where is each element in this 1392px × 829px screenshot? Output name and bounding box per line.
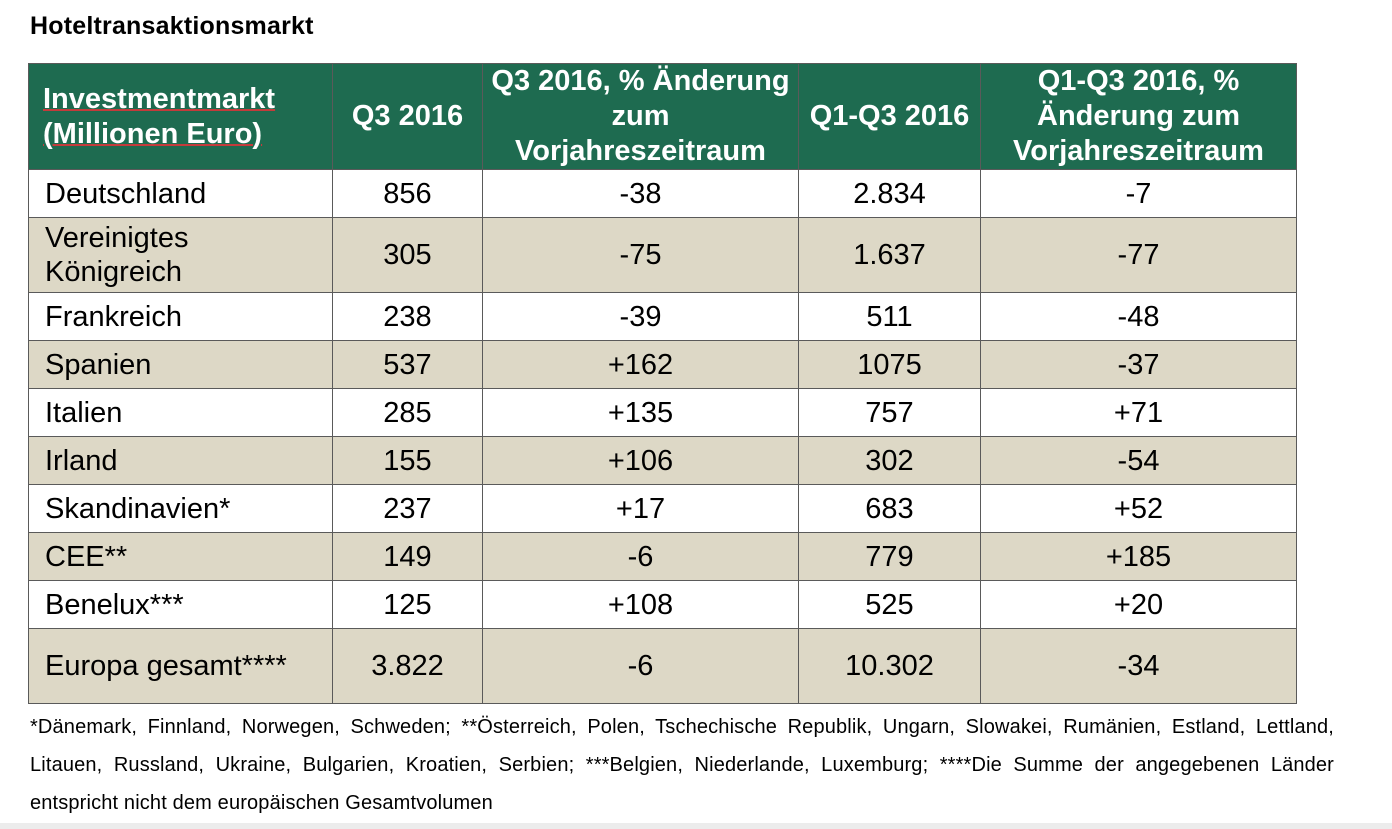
header-q3-2016: Q3 2016 <box>332 63 483 170</box>
cell-q1q3-change: -48 <box>980 292 1297 341</box>
cell-q1q3-change: -54 <box>980 436 1297 485</box>
cell-q1q3-change: -77 <box>980 217 1297 293</box>
cell-country: Benelux*** <box>28 580 333 629</box>
cell-q3-change: -6 <box>482 532 799 581</box>
cell-q1q3: 302 <box>798 436 981 485</box>
cell-q3-change: -39 <box>482 292 799 341</box>
table-row: Benelux*** 125 +108 525 +20 <box>28 580 1297 629</box>
cell-q1q3-change: +20 <box>980 580 1297 629</box>
table-row: Vereinigtes Königreich 305 -75 1.637 -77 <box>28 217 1297 293</box>
cell-q1q3: 683 <box>798 484 981 533</box>
cell-q3-change: +17 <box>482 484 799 533</box>
cell-q1q3-change: -7 <box>980 169 1297 218</box>
cell-q1q3-change: -37 <box>980 340 1297 389</box>
cell-q3-change: -6 <box>482 628 799 704</box>
cell-q3: 149 <box>332 532 483 581</box>
cell-q3-change: -38 <box>482 169 799 218</box>
cell-q1q3: 1075 <box>798 340 981 389</box>
cell-q1q3-change: +52 <box>980 484 1297 533</box>
table-row: Deutschland 856 -38 2.834 -7 <box>28 169 1297 218</box>
cell-q3: 238 <box>332 292 483 341</box>
footnote: *Dänemark, Finnland, Norwegen, Schweden;… <box>30 716 1334 814</box>
cell-country: Irland <box>28 436 333 485</box>
cell-q3: 856 <box>332 169 483 218</box>
cell-country: Italien <box>28 388 333 437</box>
cell-q1q3: 757 <box>798 388 981 437</box>
table-row: Italien 285 +135 757 +71 <box>28 388 1297 437</box>
cell-country: Vereinigtes Königreich <box>28 217 333 293</box>
cell-q1q3: 525 <box>798 580 981 629</box>
cell-country: Spanien <box>28 340 333 389</box>
header-q1q3-change: Q1-Q3 2016, % Änderung zum Vorjahreszeit… <box>980 63 1297 170</box>
table-row: Irland 155 +106 302 -54 <box>28 436 1297 485</box>
cell-q1q3-change: +185 <box>980 532 1297 581</box>
table-header-row: Investmentmarkt (Millionen Euro) Q3 2016… <box>28 63 1297 170</box>
table-row: Frankreich 238 -39 511 -48 <box>28 292 1297 341</box>
cell-country: Skandinavien* <box>28 484 333 533</box>
cell-q3: 3.822 <box>332 628 483 704</box>
cell-country: CEE** <box>28 532 333 581</box>
cell-q3-change: +135 <box>482 388 799 437</box>
cell-q1q3: 2.834 <box>798 169 981 218</box>
cell-country: Frankreich <box>28 292 333 341</box>
cell-q3-change: -75 <box>482 217 799 293</box>
cell-q3-change: +162 <box>482 340 799 389</box>
cell-q3: 125 <box>332 580 483 629</box>
cell-q3-change: +106 <box>482 436 799 485</box>
page-title: Hoteltransaktionsmarkt <box>30 12 314 40</box>
table-row: Skandinavien* 237 +17 683 +52 <box>28 484 1297 533</box>
cell-q1q3: 511 <box>798 292 981 341</box>
bottom-strip <box>0 823 1392 829</box>
cell-q1q3: 10.302 <box>798 628 981 704</box>
table-row: Spanien 537 +162 1075 -37 <box>28 340 1297 389</box>
cell-q1q3: 779 <box>798 532 981 581</box>
hotel-transaction-table: Investmentmarkt (Millionen Euro) Q3 2016… <box>28 63 1297 704</box>
header-investmentmarkt: Investmentmarkt (Millionen Euro) <box>28 63 333 170</box>
cell-q1q3: 1.637 <box>798 217 981 293</box>
cell-q3-change: +108 <box>482 580 799 629</box>
cell-q3: 285 <box>332 388 483 437</box>
header-q3-change: Q3 2016, % Änderung zum Vorjahreszeitrau… <box>482 63 799 170</box>
cell-q1q3-change: -34 <box>980 628 1297 704</box>
cell-q3: 237 <box>332 484 483 533</box>
cell-country: Deutschland <box>28 169 333 218</box>
cell-q3: 537 <box>332 340 483 389</box>
cell-q3: 305 <box>332 217 483 293</box>
table-row: CEE** 149 -6 779 +185 <box>28 532 1297 581</box>
cell-q3: 155 <box>332 436 483 485</box>
cell-country: Europa gesamt**** <box>28 628 333 704</box>
header-q1q3-2016: Q1-Q3 2016 <box>798 63 981 170</box>
table-row-total: Europa gesamt**** 3.822 -6 10.302 -34 <box>28 628 1297 704</box>
cell-q1q3-change: +71 <box>980 388 1297 437</box>
